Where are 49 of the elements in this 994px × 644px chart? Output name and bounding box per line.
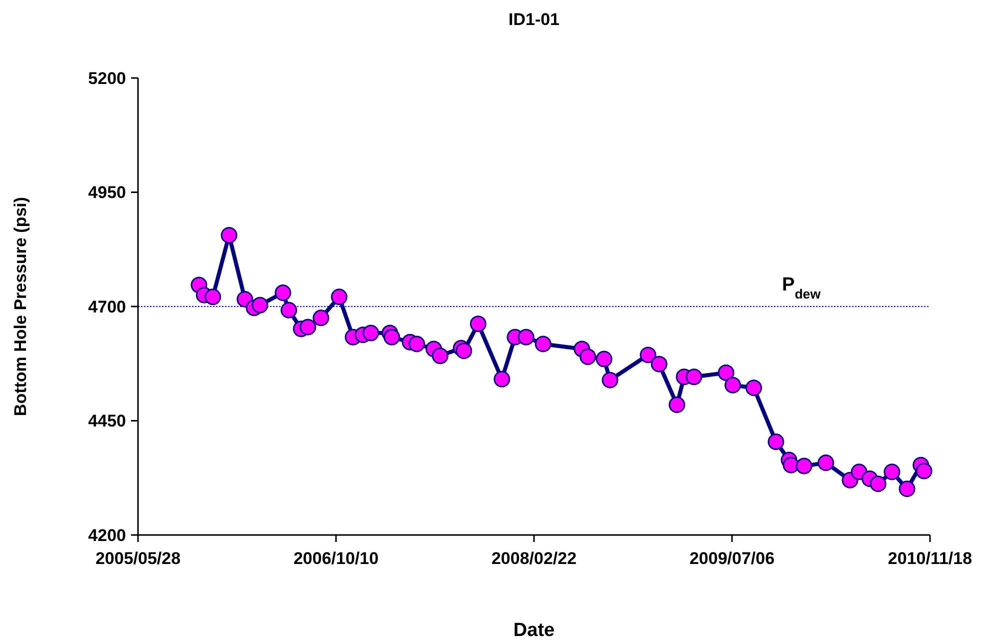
point	[534, 336, 552, 352]
point	[668, 396, 686, 414]
y-axis-title: Bottom Hole Pressure (psi)	[11, 196, 30, 416]
point	[596, 350, 612, 368]
y-tick-label: 5200	[88, 68, 126, 88]
chart-title: ID1-01	[508, 10, 560, 29]
point	[518, 328, 534, 346]
point	[650, 356, 668, 372]
point	[746, 380, 762, 396]
point	[870, 476, 886, 492]
point	[432, 348, 448, 364]
point	[384, 328, 400, 346]
x-tick-label: 2009/07/06	[689, 549, 775, 568]
point	[884, 464, 900, 480]
point	[252, 296, 268, 314]
point	[220, 226, 238, 244]
point	[818, 454, 834, 472]
point	[330, 288, 348, 306]
x-tick-label: 2008/02/22	[491, 549, 577, 568]
point	[312, 310, 330, 326]
point	[796, 458, 812, 474]
point	[274, 284, 292, 302]
y-tick-label: 4950	[88, 183, 126, 202]
point	[686, 368, 702, 386]
point	[300, 318, 316, 336]
point	[362, 324, 380, 342]
point	[580, 348, 596, 366]
point	[640, 346, 656, 364]
point	[782, 456, 800, 474]
x-tick-label: 2010/11/18	[888, 549, 972, 568]
point	[768, 434, 784, 450]
point	[470, 316, 486, 332]
point	[204, 288, 222, 306]
point	[724, 376, 742, 394]
point	[408, 336, 426, 352]
y-tick-label: 4700	[88, 297, 126, 316]
point	[494, 370, 510, 388]
point	[916, 462, 932, 480]
ref-line-label: P$_{dew}$	[782, 274, 822, 301]
point	[280, 302, 298, 318]
point	[456, 342, 472, 360]
y-tick-label: 4450	[88, 412, 126, 431]
point	[602, 372, 618, 388]
x-tick-label: 2006/10/10	[293, 549, 379, 568]
point	[898, 480, 916, 498]
y-tick-label: 4200	[88, 526, 126, 545]
x-tick-label: 2005/05/28	[95, 549, 181, 568]
point	[718, 364, 734, 382]
x-axis-title: Date	[513, 620, 555, 641]
